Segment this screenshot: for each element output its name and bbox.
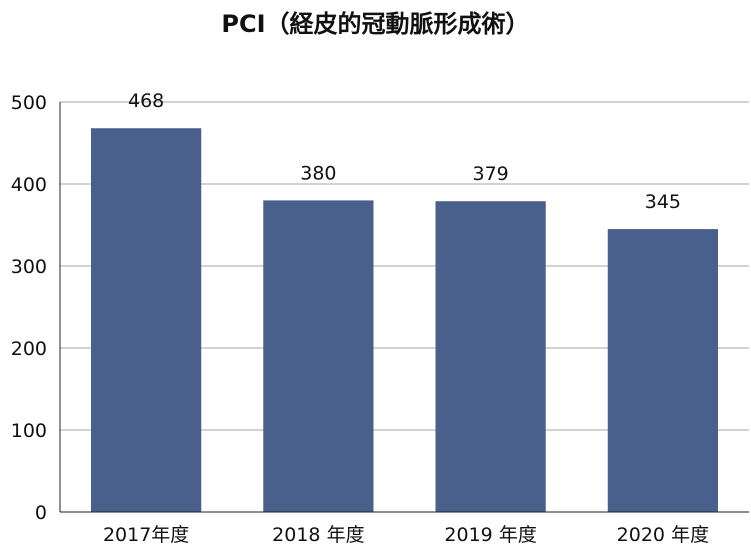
y-tick-label: 400 [11,174,47,196]
bars [91,128,718,513]
data-label: 345 [645,191,681,213]
data-label: 468 [128,90,164,112]
bar [435,201,546,512]
data-label: 379 [472,163,508,185]
y-tick-label: 0 [35,502,47,524]
x-tick-label: 2017年度 [103,524,189,546]
x-tick-label: 2019 年度 [444,524,536,546]
bar [91,128,202,513]
y-tick-label: 100 [11,420,47,442]
y-tick-label: 200 [11,338,47,360]
x-tick-label: 2020 年度 [617,524,709,546]
labels: 0 100 200 300 400 500 468 2017年度 380 2018 年度 379 20… [11,90,709,546]
axes [59,102,749,513]
y-tick-label: 300 [11,256,47,278]
data-label: 380 [300,162,336,184]
chart-title: PCI（経皮的冠動脈形成術） [221,10,530,38]
bar [263,200,374,512]
x-tick-label: 2018 年度 [272,524,364,546]
y-tick-label: 500 [11,92,47,114]
bar [607,229,718,512]
